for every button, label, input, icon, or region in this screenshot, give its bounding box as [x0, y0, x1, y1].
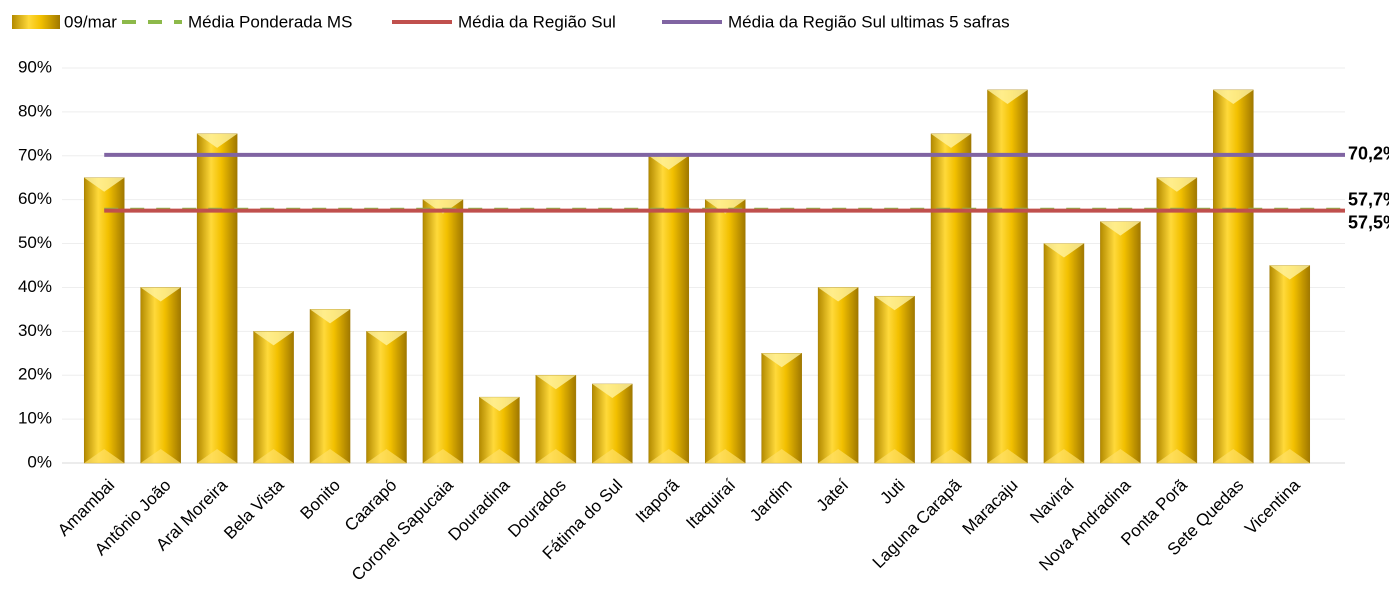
bar-bevel — [592, 449, 633, 463]
legend-swatch — [12, 15, 60, 29]
bar-bevel — [987, 89, 1028, 104]
bar-bevel — [705, 199, 746, 214]
bar — [704, 199, 746, 464]
bar-bevel — [1213, 89, 1254, 104]
x-tick-label: Bela Vista — [220, 475, 288, 543]
bar-bevel — [592, 384, 633, 398]
bar-bevel — [535, 449, 576, 463]
bar — [422, 199, 464, 464]
bar-bevel — [197, 449, 238, 463]
bar-bevel — [140, 449, 181, 463]
x-tick-label: Coronel Sapucaia — [348, 475, 457, 584]
x-tick-label: Vicentina — [1241, 475, 1304, 538]
bar-bevel — [1043, 243, 1084, 258]
bar — [930, 133, 972, 464]
bar — [1043, 243, 1085, 464]
bar-bevel — [1213, 449, 1254, 463]
bar-bevel — [648, 155, 689, 170]
bar-bevel — [366, 449, 407, 463]
bar — [366, 331, 407, 464]
x-tick-label: Douradina — [444, 475, 513, 544]
x-tick-label: Itaquiraí — [682, 475, 739, 532]
bar-bevel — [84, 177, 125, 192]
value-label: 70,2% — [1348, 144, 1389, 164]
bar-bevel — [253, 449, 294, 463]
bar — [1100, 221, 1141, 464]
bar-bevel — [310, 309, 351, 324]
bar-bevel — [84, 449, 125, 463]
bar-bevel — [479, 397, 520, 412]
bar — [648, 155, 690, 464]
bar — [140, 287, 181, 464]
bar-bevel — [818, 287, 859, 302]
bar-bevel — [931, 449, 972, 463]
bar-bevel — [197, 133, 238, 148]
bar-bevel — [366, 331, 407, 346]
bar-bevel — [648, 449, 689, 463]
bar — [196, 133, 238, 464]
bar-bevel — [1100, 449, 1141, 463]
bar-bevel — [761, 353, 802, 368]
bar-bevel — [931, 133, 972, 148]
value-label: 57,5% — [1348, 212, 1389, 232]
y-tick-label: 40% — [18, 277, 52, 296]
bar — [309, 309, 351, 464]
bar-bevel — [1100, 221, 1141, 236]
x-tick-label: Naviraí — [1026, 475, 1078, 527]
x-tick-label: Jardim — [746, 476, 796, 526]
bar — [1269, 265, 1311, 464]
bar-bevel — [422, 449, 463, 463]
bar-bevel — [818, 449, 859, 463]
bar-bevel — [479, 449, 520, 463]
y-tick-label: 60% — [18, 189, 52, 208]
bar — [874, 295, 915, 464]
value-label: 57,7% — [1348, 190, 1389, 210]
bar-bevel — [1156, 177, 1197, 192]
y-tick-label: 30% — [18, 321, 52, 340]
bar-bevel — [874, 449, 915, 463]
x-tick-label: Jateí — [813, 475, 853, 515]
bar — [987, 89, 1028, 464]
bar — [817, 287, 859, 464]
legend-label: Média Ponderada MS — [188, 12, 352, 31]
x-tick-label: Itaporã — [632, 475, 683, 526]
y-tick-label: 70% — [18, 145, 52, 164]
bar-bevel — [1156, 449, 1197, 463]
legend-label: Média da Região Sul ultimas 5 safras — [728, 12, 1010, 31]
bar — [1156, 177, 1198, 464]
y-tick-label: 10% — [18, 409, 52, 428]
bar — [1213, 89, 1254, 464]
bar-bevel — [987, 449, 1028, 463]
bar — [761, 353, 802, 464]
bar — [253, 331, 294, 464]
bar-bevel — [705, 449, 746, 463]
bar-bevel — [422, 199, 463, 214]
y-tick-label: 90% — [18, 57, 52, 76]
y-tick-label: 0% — [27, 452, 52, 471]
bar-bevel — [140, 287, 181, 302]
bar-bevel — [310, 449, 351, 463]
bar-bevel — [1269, 265, 1310, 280]
legend-label: 09/mar — [64, 12, 117, 31]
bar-bevel — [535, 375, 576, 390]
bar — [83, 177, 125, 464]
bar-bevel — [1269, 449, 1310, 463]
bar-bevel — [874, 296, 915, 311]
legend-label: Média da Região Sul — [458, 12, 616, 31]
bar-bevel — [1043, 449, 1084, 463]
x-tick-label: Juti — [876, 476, 908, 508]
x-tick-label: Maracaju — [959, 476, 1022, 539]
y-tick-label: 50% — [18, 233, 52, 252]
x-tick-label: Bonito — [297, 476, 345, 524]
bar-bevel — [761, 449, 802, 463]
y-tick-label: 20% — [18, 365, 52, 384]
y-tick-label: 80% — [18, 101, 52, 120]
bar-bevel — [253, 331, 294, 346]
